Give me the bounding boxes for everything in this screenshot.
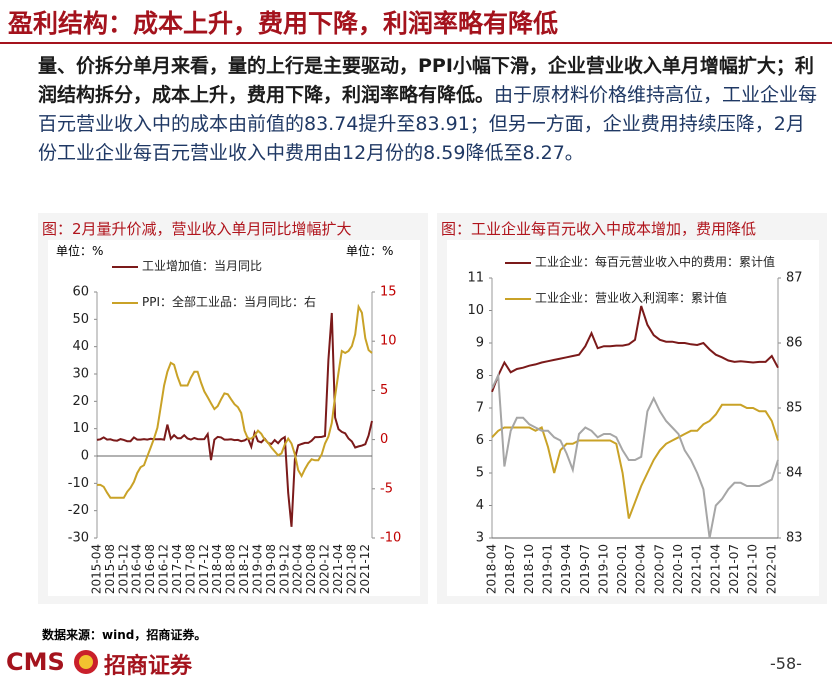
x-tick-label: 2016-04	[130, 544, 144, 594]
y-unit: 单位：%	[56, 244, 104, 258]
y2-tick-label: 83	[786, 531, 803, 546]
logo-cn: 招商证券	[104, 654, 193, 678]
y-tick-label: 30	[72, 367, 89, 382]
x-tick-label: 2020-12	[318, 544, 332, 594]
x-tick-label: 2021-01	[690, 544, 704, 594]
x-tick-label: 2018-04	[485, 544, 499, 594]
y-tick-label: 10	[72, 421, 89, 436]
x-tick-label: 2021-08	[344, 544, 358, 594]
slide-title: 盈利结构：成本上升，费用下降，利润率略有降低	[8, 9, 559, 38]
y2-tick-label: 86	[786, 336, 803, 351]
source: 数据来源：wind，招商证券。	[42, 628, 207, 642]
x-tick-label: 2019-01	[540, 544, 554, 594]
y-tick-label: 10	[467, 303, 484, 318]
y-tick-label: -30	[68, 531, 89, 546]
page-number: -58-	[770, 654, 802, 673]
legend-label: 工业增加值：当月同比	[142, 259, 263, 273]
x-tick-label: 2019-04	[559, 544, 573, 594]
chart-title: 图：工业企业每百元收入中成本增加，费用降低	[441, 220, 757, 238]
y-tick-label: 0	[81, 449, 89, 464]
x-tick-label: 2020-07	[652, 544, 666, 594]
y-tick-label: -20	[68, 503, 89, 518]
x-tick-label: 2018-04	[210, 544, 224, 594]
logo-mark	[79, 655, 93, 669]
x-tick-label: 2018-08	[224, 544, 238, 594]
x-tick-label: 2020-10	[671, 544, 685, 594]
x-tick-label: 2020-08	[304, 544, 318, 594]
x-tick-label: 2019-07	[578, 544, 592, 594]
y-tick-label: 60	[72, 285, 89, 300]
x-tick-label: 2016-08	[143, 544, 157, 594]
x-tick-label: 2021-04	[708, 544, 722, 594]
series-line	[491, 305, 779, 393]
y-tick-label: 7	[476, 401, 484, 416]
x-tick-label: 2017-12	[197, 544, 211, 594]
x-tick-label: 2020-01	[615, 544, 629, 594]
y-tick-label: 9	[476, 336, 484, 351]
series-line	[96, 312, 373, 527]
x-tick-label: 2021-12	[358, 544, 372, 594]
x-tick-label: 2015-08	[103, 544, 117, 594]
y2-tick-label: 84	[786, 466, 803, 481]
y2-tick-label: -5	[380, 481, 393, 496]
x-tick-label: 2018-07	[503, 544, 517, 594]
y2-unit: 单位：%	[346, 244, 394, 258]
y-tick-label: 3	[476, 531, 484, 546]
x-tick-label: 2021-07	[727, 544, 741, 594]
y-tick-label: 20	[72, 394, 89, 409]
y-tick-label: 11	[467, 271, 484, 286]
paragraph: 量、价拆分单月来看，量的上行是主要驱动，PPI小幅下滑，企业营业收入单月增幅扩大…	[38, 52, 818, 168]
panel-inner	[48, 240, 420, 596]
y2-tick-label: -10	[380, 531, 401, 546]
x-tick-label: 2018-12	[237, 544, 251, 594]
y2-tick-label: 10	[380, 334, 397, 349]
lead-text: 量、价拆分单月来看，量的上行是主要驱动，PPI小幅下滑，企业营业收入单月增幅扩大…	[38, 55, 814, 106]
x-tick-label: 2022-01	[764, 544, 778, 594]
y-tick-label: 5	[476, 466, 484, 481]
legend-label: PPI：全部工业品：当月同比：右	[142, 295, 317, 309]
chart-title: 图：2月量升价减，营业收入单月同比增幅扩大	[42, 220, 352, 238]
x-tick-label: 2019-10	[596, 544, 610, 594]
body-text: 由于原材料价格维持高位，工业企业每百元营业收入中的成本由前值的83.74提升至8…	[38, 84, 818, 164]
x-tick-label: 2020-04	[291, 544, 305, 594]
y2-tick-label: 15	[380, 285, 397, 300]
y2-tick-label: 5	[380, 383, 388, 398]
y-tick-label: 6	[476, 433, 484, 448]
x-tick-label: 2018-10	[522, 544, 536, 594]
x-tick-label: 2015-12	[116, 544, 130, 594]
y-tick-label: 50	[72, 312, 89, 327]
title-rule	[0, 42, 832, 44]
series-line	[97, 303, 373, 499]
y-tick-label: -10	[68, 476, 89, 491]
annotation: V	[628, 403, 639, 421]
y-tick-label: 8	[476, 368, 484, 383]
x-tick-label: 2021-04	[331, 544, 345, 594]
y-tick-label: 40	[72, 339, 89, 354]
x-tick-label: 2017-04	[170, 544, 184, 594]
y2-tick-label: 85	[786, 401, 803, 416]
x-tick-label: 2020-04	[634, 544, 648, 594]
x-tick-label: 2019-08	[264, 544, 278, 594]
logo-en: CMS	[6, 648, 65, 676]
x-tick-label: 2019-04	[250, 544, 264, 594]
x-tick-label: 2021-10	[746, 544, 760, 594]
y-tick-label: 4	[476, 498, 484, 513]
legend-label: 工业企业：营业收入利润率：累计值	[535, 291, 728, 305]
series-line	[491, 371, 779, 539]
x-tick-label: 2019-12	[277, 544, 291, 594]
y2-tick-label: 87	[786, 271, 803, 286]
x-tick-label: 2015-04	[90, 544, 104, 594]
x-tick-label: 2017-08	[183, 544, 197, 594]
y2-tick-label: 0	[380, 432, 388, 447]
x-tick-label: 2016-12	[157, 544, 171, 594]
legend-label: 工业企业：每百元营业收入中的费用：累计值	[535, 255, 776, 269]
